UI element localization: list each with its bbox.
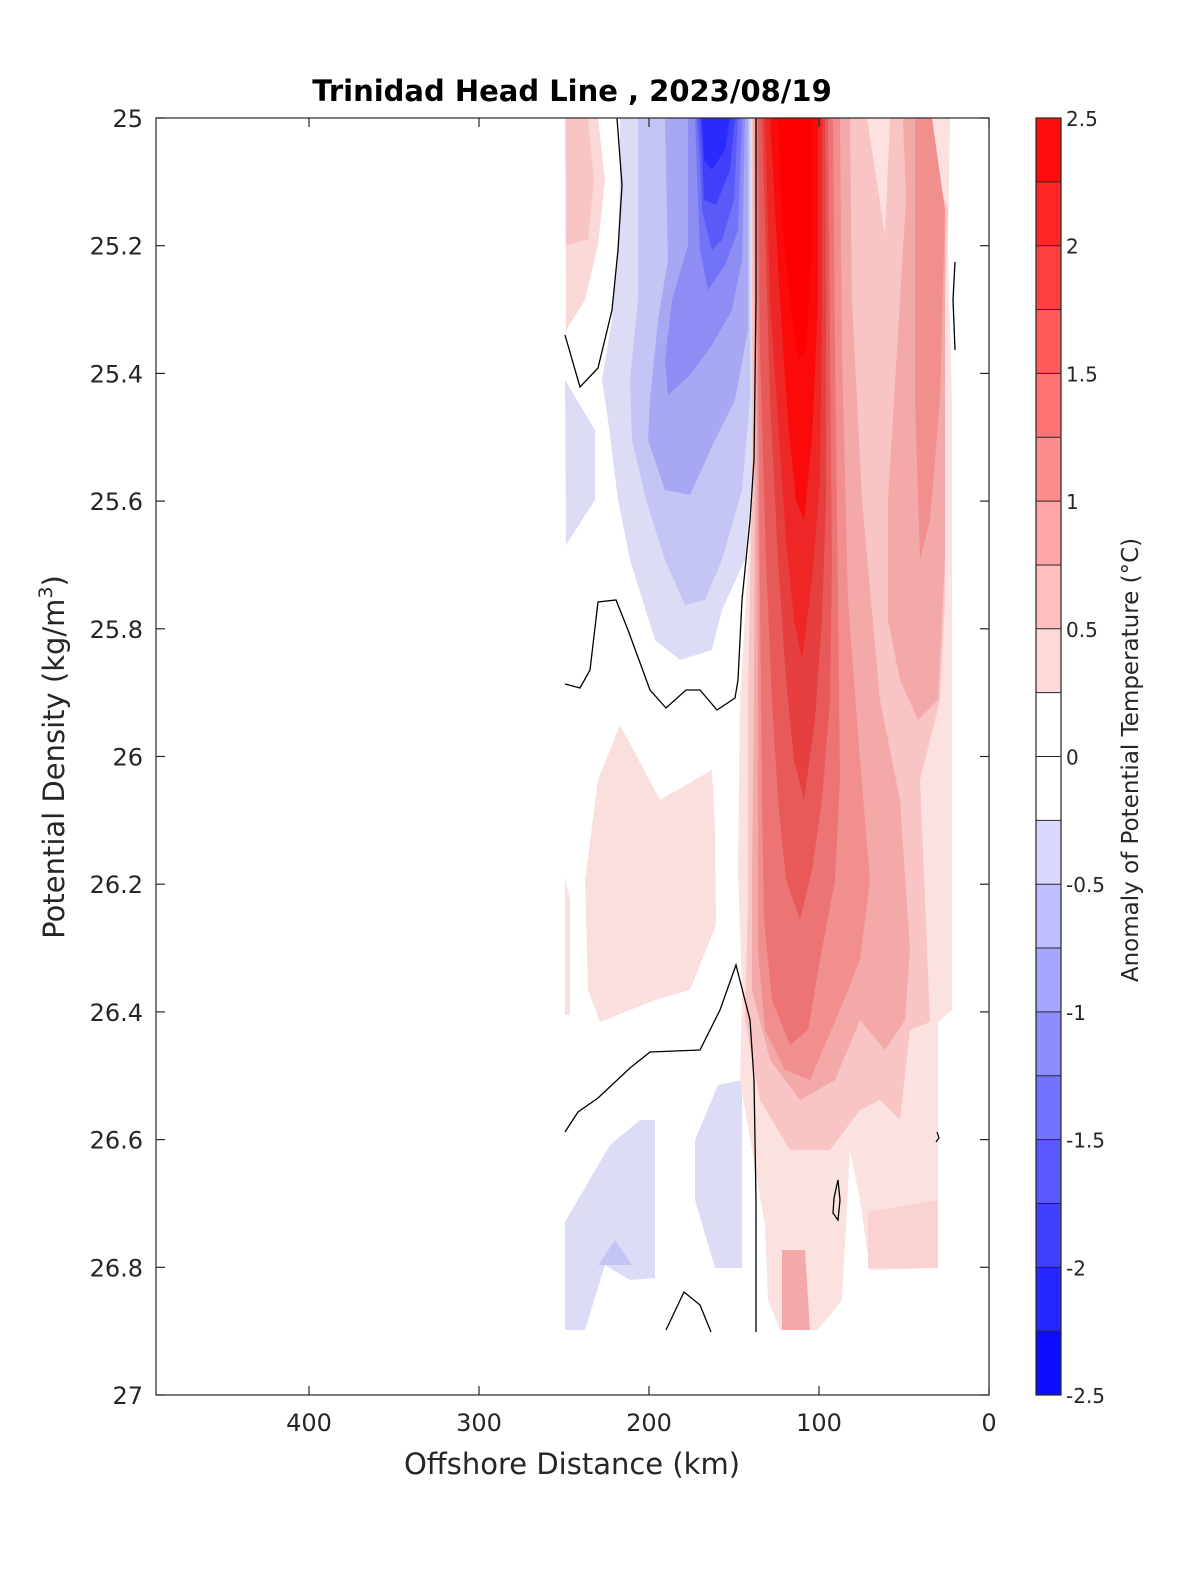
contour-cold-low-left — [565, 380, 595, 545]
colorbar-tick-label: 2 — [1066, 235, 1079, 259]
y-axis: 25 25.2 25.4 25.6 25.8 26 26.2 26.4 26.6 26.8 27 — [90, 105, 989, 1410]
colorbar-label: Anomaly of Potential Temperature (°C) — [1118, 538, 1144, 982]
colorbar-segment — [1036, 692, 1061, 757]
colorbar-segment — [1036, 628, 1061, 693]
colorbar-segment — [1036, 1203, 1061, 1268]
contour-warm-weak-edge — [565, 878, 570, 1015]
colorbar-segment — [1036, 181, 1061, 246]
contour-cold-200 — [702, 118, 730, 170]
y-tick-label: 26.6 — [90, 1127, 143, 1155]
colorbar-segment — [1036, 948, 1061, 1012]
x-axis-label: Offshore Distance (km) — [404, 1447, 740, 1481]
colorbar-segment — [1036, 118, 1061, 182]
x-tick-label: 300 — [456, 1409, 502, 1437]
colorbar-tick-label: -1.5 — [1066, 1129, 1105, 1153]
x-tick-label: 0 — [981, 1409, 996, 1437]
zero-contour-2 — [564, 118, 757, 711]
x-axis: 400 300 200 100 0 — [286, 118, 997, 1437]
colorbar-segment — [1036, 437, 1061, 502]
colorbar-segment — [1036, 564, 1061, 629]
y-axis-label-main: Potential Density (kg/m — [37, 599, 71, 939]
x-tick-label: 200 — [626, 1409, 672, 1437]
colorbar-segment — [1036, 309, 1061, 374]
zero-contour-5 — [832, 1179, 841, 1222]
colorbar-tick-label: -2.5 — [1066, 1384, 1105, 1408]
y-tick-label: 25.4 — [90, 360, 143, 388]
colorbar-segment — [1036, 756, 1061, 821]
y-tick-label: 26 — [112, 744, 143, 772]
colorbar-tick-label: 1 — [1066, 490, 1079, 514]
zero-contour-3 — [564, 962, 757, 1332]
y-tick-label: 27 — [112, 1382, 143, 1410]
colorbar-segment — [1036, 820, 1061, 885]
contour-warm-025-bottom — [868, 1200, 938, 1268]
contour-warm-075-bottom — [782, 1250, 810, 1330]
zero-contour-1 — [564, 118, 623, 389]
x-tick-label: 400 — [286, 1409, 332, 1437]
colorbar-tick-label: -1 — [1066, 1001, 1086, 1025]
y-axis-label-sup: 3 — [35, 586, 57, 598]
y-tick-label: 25 — [112, 105, 143, 133]
contour-fill-layer — [564, 118, 956, 1333]
colorbar-tick-label: 0.5 — [1066, 618, 1098, 642]
y-tick-label: 26.4 — [90, 999, 143, 1027]
colorbar-tick-label: -2 — [1066, 1256, 1086, 1280]
contour-warm-250 — [778, 118, 812, 360]
colorbar-segment — [1036, 501, 1061, 565]
contour-cold-lower-spot — [598, 1240, 632, 1265]
y-tick-label: 26.8 — [90, 1254, 143, 1282]
colorbar-segment — [1036, 1139, 1061, 1204]
contour-cold-weak-lower — [565, 1120, 655, 1330]
colorbar-segment — [1036, 1267, 1061, 1332]
colorbar-segment — [1036, 1075, 1061, 1140]
colorbar-segment — [1036, 245, 1061, 310]
contour-warm-075-spot — [882, 990, 888, 1015]
y-tick-label: 26.2 — [90, 871, 143, 899]
contour-warm-weak-mid — [585, 725, 716, 1022]
zero-contour-7 — [935, 1131, 940, 1143]
zero-contour-6 — [952, 261, 956, 351]
y-axis-label: Potential Density (kg/m3) — [35, 575, 71, 939]
y-tick-label: 25.6 — [90, 488, 143, 516]
colorbar-segment — [1036, 1331, 1061, 1395]
colorbar-segment — [1036, 884, 1061, 949]
y-tick-label: 25.8 — [90, 616, 143, 644]
colorbar-tick-label: 2.5 — [1066, 107, 1098, 131]
zero-contour-4 — [665, 1290, 712, 1333]
contour-warm-100-right — [915, 118, 945, 560]
y-tick-label: 25.2 — [90, 233, 143, 261]
colorbar-tick-label: 1.5 — [1066, 362, 1098, 386]
colorbar-segment — [1036, 1011, 1061, 1076]
contour-cold-weak-lower2 — [695, 1080, 742, 1268]
colorbar-segment — [1036, 373, 1061, 438]
colorbar: 2.5 2 1.5 1 0.5 0 -0.5 -1 -1.5 -2 -2.5 — [1035, 107, 1105, 1408]
colorbar-tick-label: -0.5 — [1066, 873, 1105, 897]
x-tick-label: 100 — [796, 1409, 842, 1437]
contour-warm-weak-top-inner — [566, 118, 594, 245]
colorbar-tick-label: 0 — [1066, 746, 1079, 770]
y-axis-label-close: ) — [37, 575, 71, 586]
chart-title: Trinidad Head Line , 2023/08/19 — [312, 74, 832, 108]
